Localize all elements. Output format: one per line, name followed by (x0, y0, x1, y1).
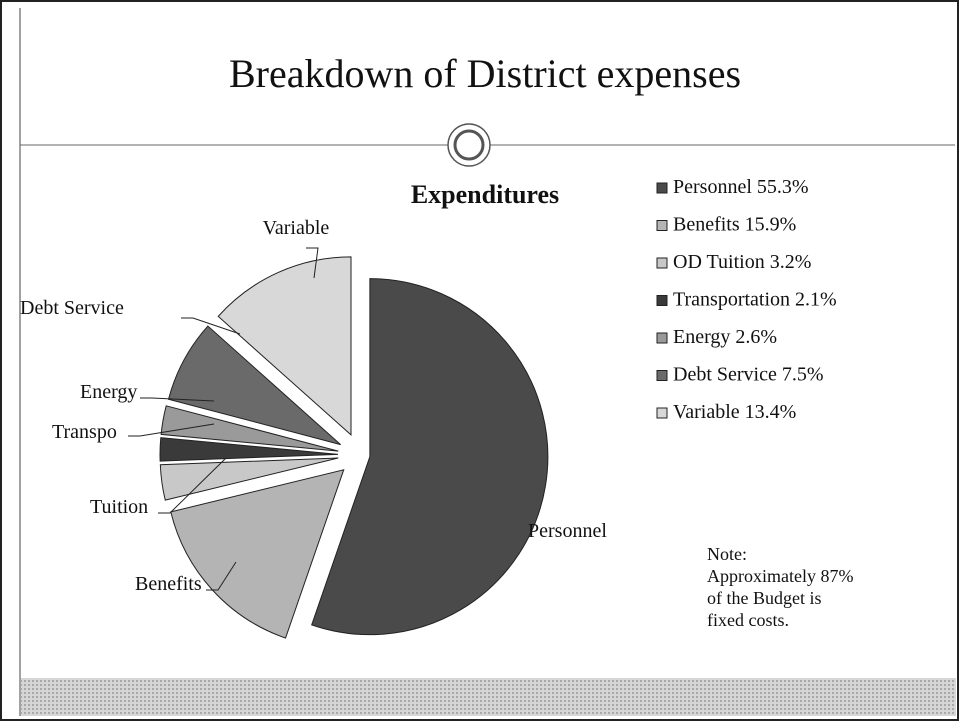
legend-name: Benefits (673, 214, 740, 236)
pie-slice (311, 278, 549, 636)
legend-entry: Energy 2.6% (673, 326, 777, 348)
pie-slice (159, 437, 339, 462)
legend-value: 15.9% (745, 214, 797, 236)
slice-label: Transpo (52, 421, 117, 443)
leader-line (158, 457, 227, 514)
slice-label: Personnel (528, 520, 607, 542)
note-line: Approximately 87% (707, 566, 853, 586)
pie-slice (160, 405, 339, 452)
leader-line (128, 423, 215, 437)
legend-entry: Debt Service 7.5% (673, 364, 824, 386)
legend-name: Energy (673, 326, 730, 348)
legend-name: Transportation (673, 289, 790, 311)
legend-swatch (656, 295, 668, 306)
legend-entry: Benefits 15.9% (673, 214, 796, 236)
pie-slice (217, 256, 352, 437)
legend-swatch (656, 370, 668, 381)
legend-swatch (656, 220, 668, 231)
bottom-band (21, 678, 956, 716)
legend-value: 13.4% (745, 401, 797, 423)
legend-swatch (656, 257, 668, 269)
note-line: fixed costs. (707, 610, 789, 630)
note-line: of the Budget is (707, 588, 822, 608)
legend-name: Variable (673, 401, 740, 423)
legend-entry: OD Tuition 3.2% (673, 251, 811, 273)
slice-label: Energy (80, 381, 137, 403)
legend-value: 2.6% (735, 326, 777, 348)
legend-name: OD Tuition (673, 251, 765, 273)
legend-entry: Personnel 55.3% (673, 176, 809, 198)
legend-swatch (656, 182, 668, 194)
slice-label: Benefits (135, 573, 202, 595)
slice-label: Tuition (90, 496, 148, 518)
legend-entry: Transportation 2.1% (673, 289, 837, 311)
legend-value: 7.5% (782, 364, 824, 386)
note-line: Note: (707, 544, 747, 564)
leader-line (306, 247, 319, 279)
ornament (453, 129, 485, 161)
legend-swatch (656, 332, 668, 344)
legend-name: Debt Service (673, 364, 777, 386)
legend-value: 3.2% (770, 251, 812, 273)
legend-value: 2.1% (795, 289, 837, 311)
leader-line (181, 317, 241, 335)
legend-name: Personnel (673, 176, 752, 198)
pie-slice (159, 457, 339, 501)
legend-entry: Variable 13.4% (673, 401, 796, 423)
legend-value: 55.3% (757, 176, 809, 198)
slice-label: Debt Service (20, 297, 124, 319)
legend-swatch (656, 407, 668, 419)
slice-label: Variable (263, 217, 330, 239)
slide-title: Breakdown of District expenses (229, 51, 741, 96)
chart-title: Expenditures (411, 180, 559, 209)
leader-line (206, 561, 237, 591)
leader-line (140, 397, 215, 402)
note: Note:Approximately 87%of the Budget isfi… (707, 544, 853, 630)
